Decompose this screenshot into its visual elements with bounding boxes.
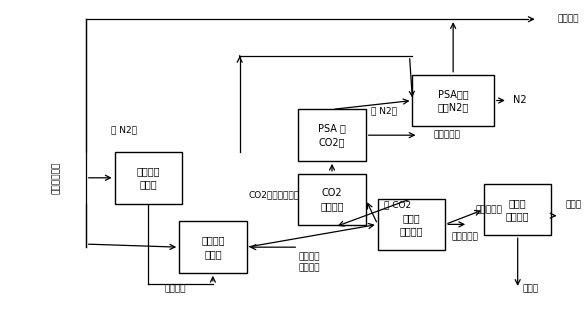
Text: 富 CO2: 富 CO2 <box>384 200 411 209</box>
Bar <box>298 174 366 225</box>
Text: 不凝气体。: 不凝气体。 <box>476 205 503 214</box>
Text: 烃类分
离回收。: 烃类分 离回收。 <box>506 198 529 221</box>
Text: 高 N2。: 高 N2。 <box>110 126 137 135</box>
Text: 排放燃烧。: 排放燃烧。 <box>433 131 460 140</box>
Text: N2: N2 <box>512 95 527 105</box>
Bar <box>413 75 494 126</box>
Text: PSA 脱
CO2。: PSA 脱 CO2。 <box>318 123 346 147</box>
Text: 聚烯烃尾气。: 聚烯烃尾气。 <box>52 162 60 194</box>
Bar <box>179 221 247 273</box>
Text: 烃类分
离回收。: 烃类分 离回收。 <box>400 213 423 236</box>
Text: 富烃萃取
解吸气。: 富烃萃取 解吸气。 <box>298 252 320 272</box>
Text: CO2举收剂循环。: CO2举收剂循环。 <box>249 190 300 199</box>
Bar <box>298 109 366 161</box>
Text: 吸附质。: 吸附质。 <box>164 284 186 293</box>
Text: 富 N2。: 富 N2。 <box>370 106 397 115</box>
Text: CO2
渗透膜。: CO2 渗透膜。 <box>321 188 344 211</box>
Text: 乙烯。: 乙烯。 <box>565 200 582 209</box>
Bar <box>484 184 551 235</box>
Text: PSA分离
提纯N2。: PSA分离 提纯N2。 <box>437 89 469 112</box>
Text: 丙烯。: 丙烯。 <box>522 284 539 293</box>
Text: 乙烯丙烯。: 乙烯丙烯。 <box>451 233 478 242</box>
Text: 烃类吸附
浓缩。: 烃类吸附 浓缩。 <box>137 166 160 189</box>
Text: 燃料气。: 燃料气。 <box>558 15 579 24</box>
Text: 烃类萃取
解吸。: 烃类萃取 解吸。 <box>201 235 225 259</box>
Bar <box>377 199 445 250</box>
Bar <box>114 152 182 204</box>
